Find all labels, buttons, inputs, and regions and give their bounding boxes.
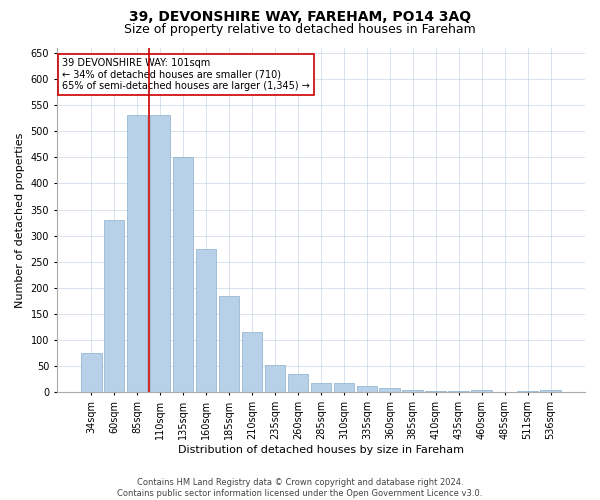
Bar xyxy=(425,391,446,392)
Bar xyxy=(196,248,217,392)
Bar xyxy=(242,332,262,392)
Text: Size of property relative to detached houses in Fareham: Size of property relative to detached ho… xyxy=(124,22,476,36)
X-axis label: Distribution of detached houses by size in Fareham: Distribution of detached houses by size … xyxy=(178,445,464,455)
Text: Contains HM Land Registry data © Crown copyright and database right 2024.
Contai: Contains HM Land Registry data © Crown c… xyxy=(118,478,482,498)
Y-axis label: Number of detached properties: Number of detached properties xyxy=(15,132,25,308)
Bar xyxy=(173,158,193,392)
Bar xyxy=(127,116,148,392)
Bar xyxy=(448,391,469,392)
Bar xyxy=(104,220,124,392)
Bar xyxy=(334,383,354,392)
Bar xyxy=(403,390,423,392)
Bar xyxy=(265,366,285,392)
Bar xyxy=(218,296,239,392)
Bar xyxy=(541,390,561,392)
Bar xyxy=(517,391,538,392)
Text: 39, DEVONSHIRE WAY, FAREHAM, PO14 3AQ: 39, DEVONSHIRE WAY, FAREHAM, PO14 3AQ xyxy=(129,10,471,24)
Bar xyxy=(356,386,377,392)
Bar xyxy=(81,353,101,393)
Bar xyxy=(311,383,331,392)
Bar xyxy=(472,390,492,392)
Bar xyxy=(379,388,400,392)
Text: 39 DEVONSHIRE WAY: 101sqm
← 34% of detached houses are smaller (710)
65% of semi: 39 DEVONSHIRE WAY: 101sqm ← 34% of detac… xyxy=(62,58,310,91)
Bar xyxy=(287,374,308,392)
Bar xyxy=(150,116,170,392)
